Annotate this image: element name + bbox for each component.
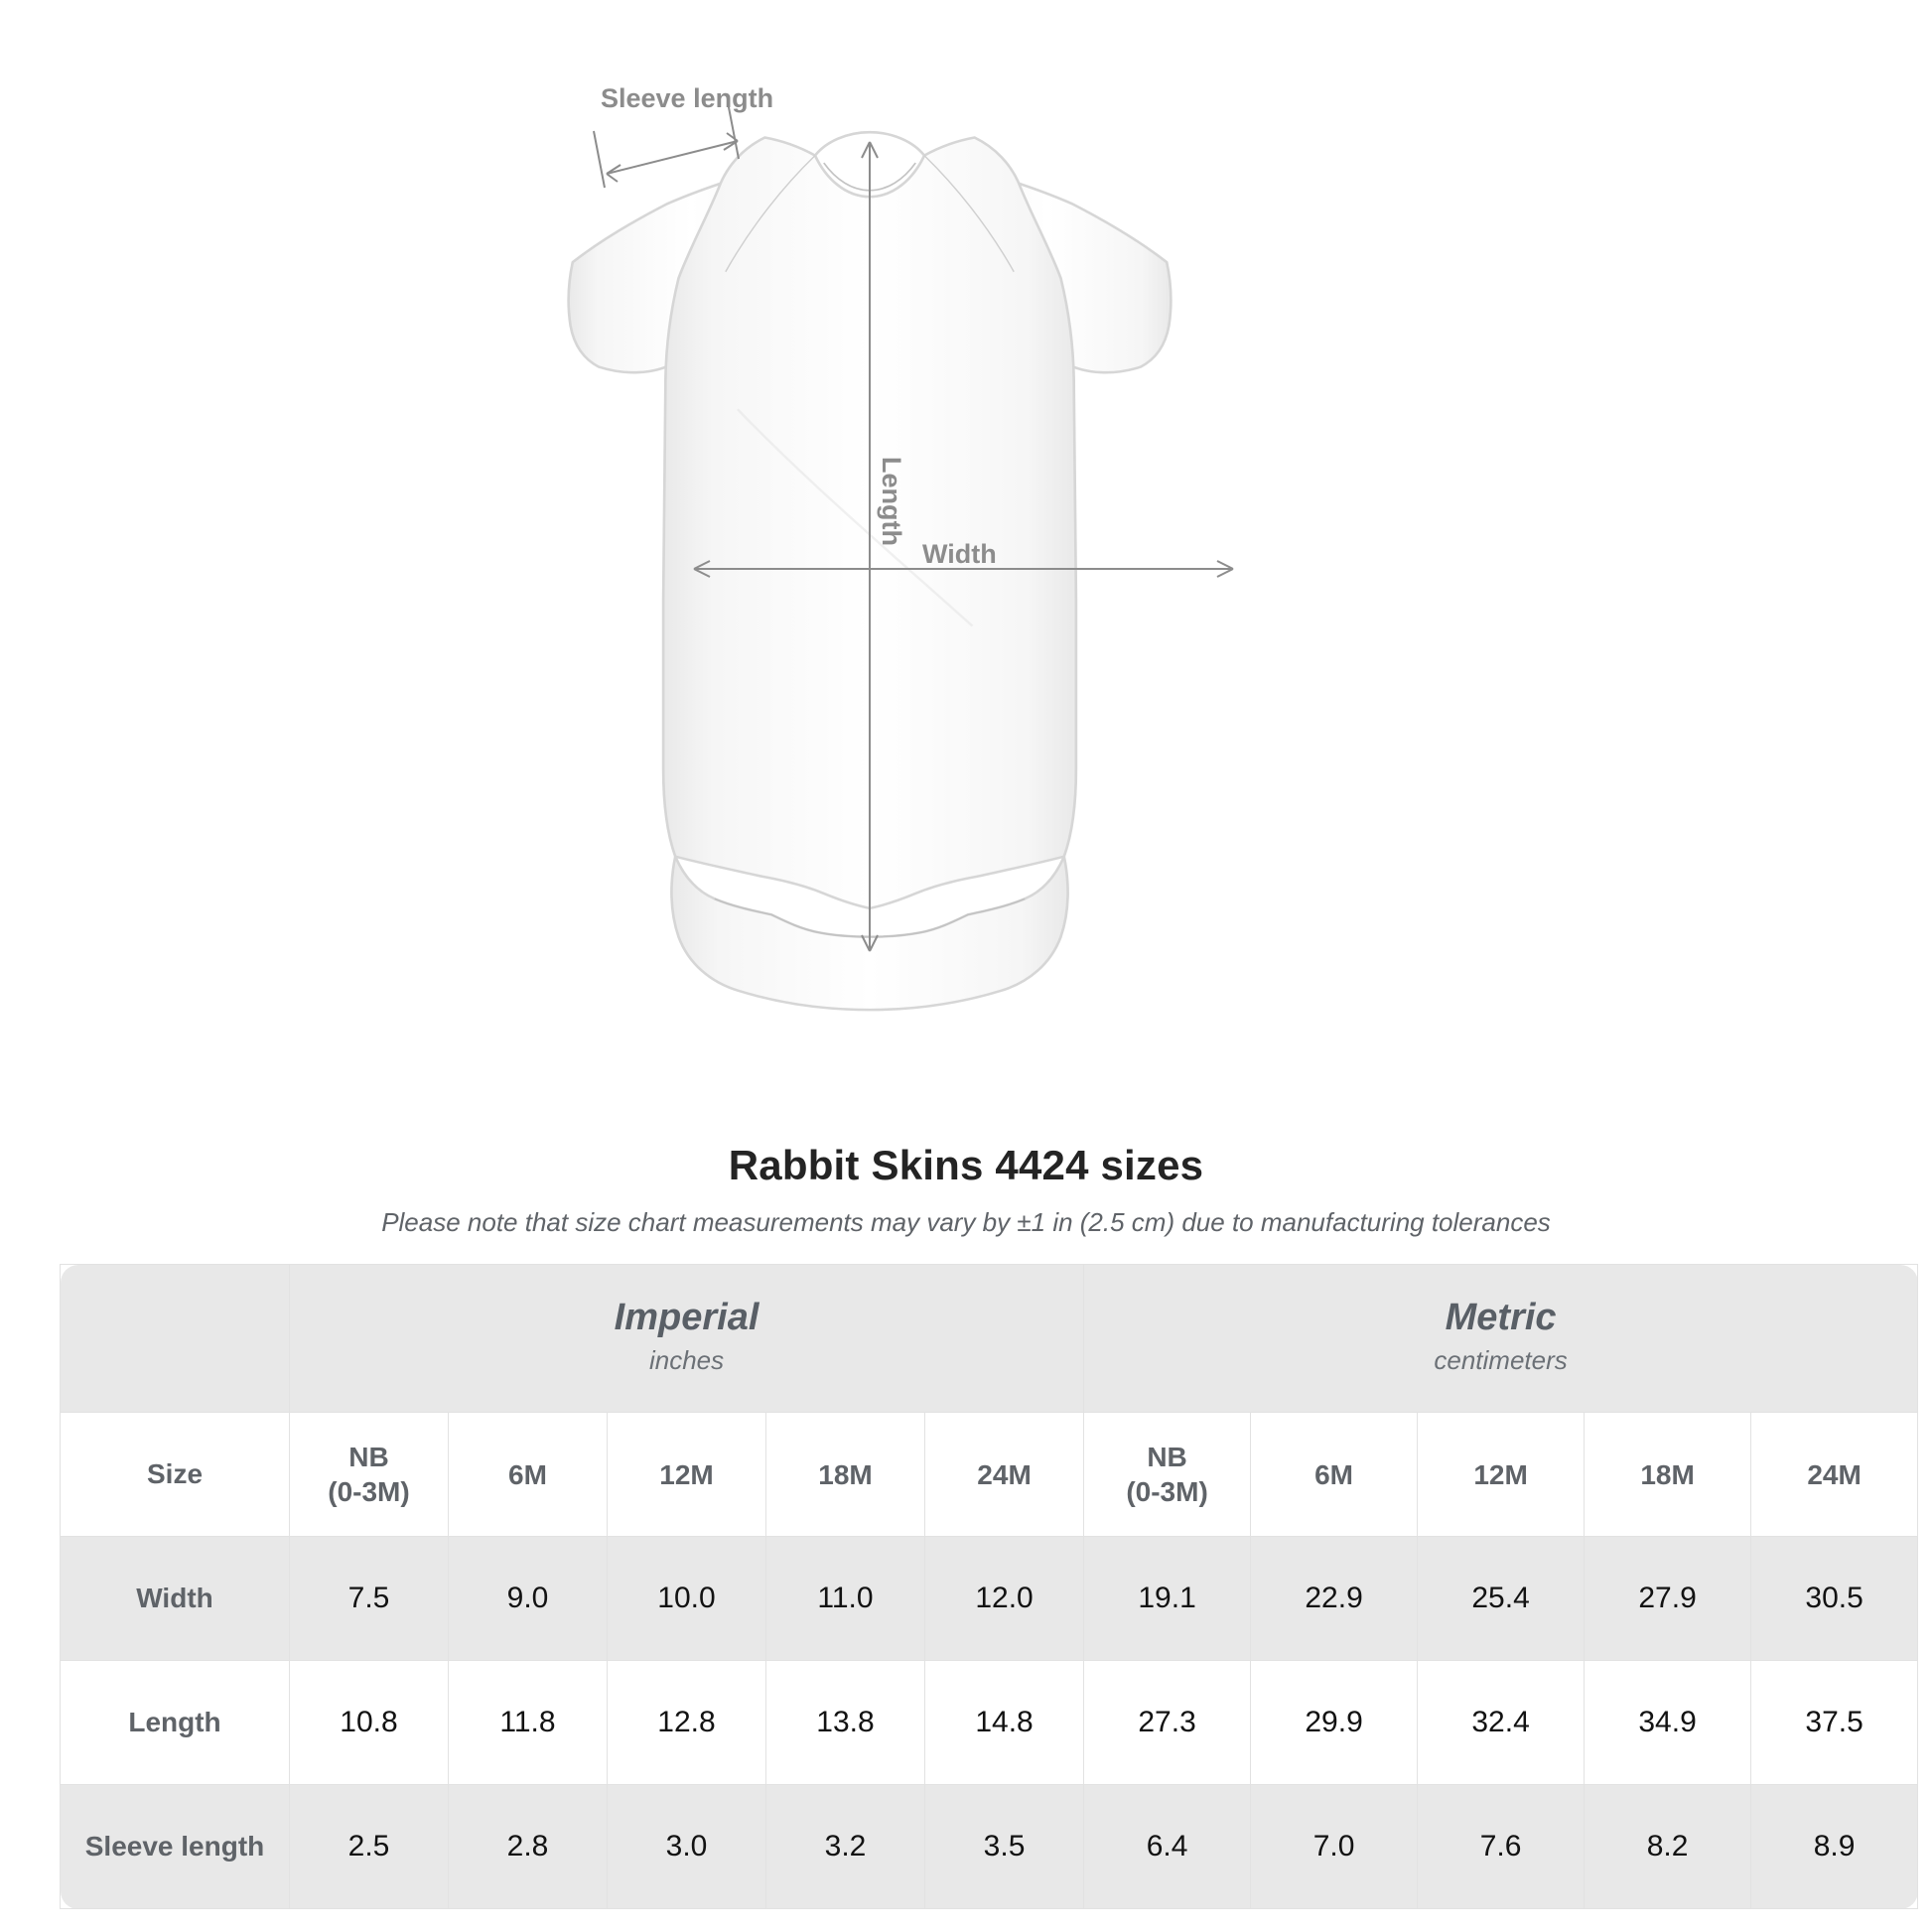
- svg-text:Length: Length: [877, 457, 906, 546]
- svg-text:Sleeve length: Sleeve length: [601, 83, 773, 113]
- svg-text:Width: Width: [922, 539, 997, 569]
